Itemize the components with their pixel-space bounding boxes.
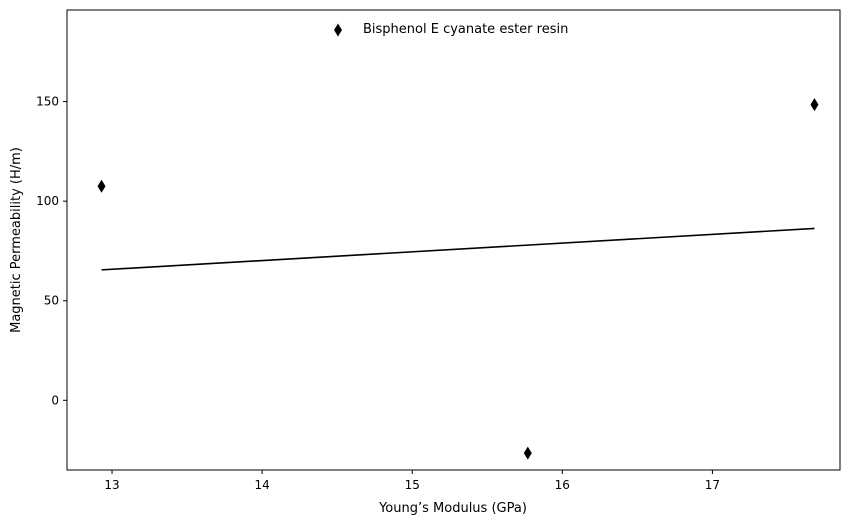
data-point bbox=[97, 179, 106, 193]
x-axis-ticks: 13 14 15 16 17 bbox=[104, 470, 720, 492]
x-tick-label: 15 bbox=[405, 478, 420, 492]
x-tick-label: 16 bbox=[555, 478, 570, 492]
x-axis-label: Young’s Modulus (GPa) bbox=[378, 501, 527, 516]
scatter-points-layer bbox=[97, 98, 819, 460]
x-tick-label: 13 bbox=[104, 478, 119, 492]
y-axis-ticks: 0 50 100 150 bbox=[36, 95, 67, 407]
y-axis-label: Magnetic Permeability (H/m) bbox=[9, 147, 24, 333]
data-point bbox=[810, 98, 819, 112]
fit-line-layer bbox=[101, 227, 815, 271]
fit-line bbox=[101, 227, 815, 271]
y-tick-label: 50 bbox=[44, 294, 59, 308]
legend: Bisphenol E cyanate ester resin bbox=[334, 22, 568, 37]
data-point bbox=[523, 446, 532, 460]
y-tick-label: 100 bbox=[36, 194, 59, 208]
legend-label: Bisphenol E cyanate ester resin bbox=[363, 22, 568, 37]
plot-frame bbox=[66, 9, 841, 471]
y-tick-label: 150 bbox=[36, 95, 59, 109]
y-tick-label: 0 bbox=[51, 393, 59, 407]
x-tick-label: 14 bbox=[254, 478, 269, 492]
legend-marker-diamond bbox=[334, 23, 342, 37]
x-tick-label: 17 bbox=[705, 478, 720, 492]
